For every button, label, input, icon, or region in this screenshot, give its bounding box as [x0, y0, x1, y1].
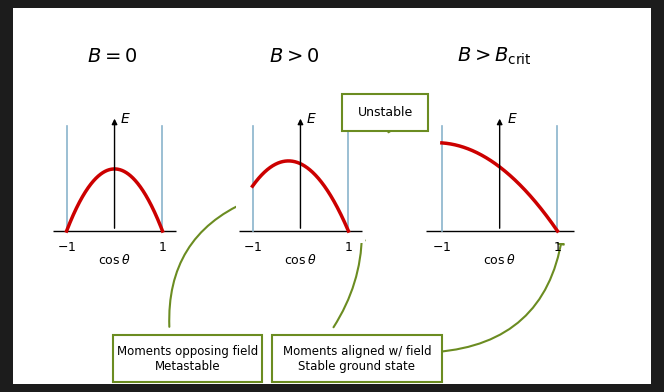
Text: $1$: $1$: [344, 241, 353, 254]
Text: $1$: $1$: [553, 241, 562, 254]
Text: $B > B_{\mathrm{crit}}$: $B > B_{\mathrm{crit}}$: [457, 46, 532, 67]
Text: Unstable: Unstable: [357, 106, 413, 119]
Text: $B > 0$: $B > 0$: [269, 47, 319, 66]
Text: $\cos\theta$: $\cos\theta$: [284, 253, 317, 267]
Text: $-1$: $-1$: [57, 241, 76, 254]
Text: Moments aligned w/ field
Stable ground state: Moments aligned w/ field Stable ground s…: [283, 345, 431, 373]
Text: $B = 0$: $B = 0$: [87, 47, 137, 66]
Text: Moments opposing field
Metastable: Moments opposing field Metastable: [117, 345, 258, 373]
Text: $E$: $E$: [507, 112, 517, 126]
Text: $\cos\theta$: $\cos\theta$: [98, 253, 131, 267]
Text: $\cos\theta$: $\cos\theta$: [483, 253, 516, 267]
Text: $-1$: $-1$: [432, 241, 452, 254]
Text: $E$: $E$: [306, 112, 317, 126]
Text: $-1$: $-1$: [243, 241, 262, 254]
Text: $1$: $1$: [158, 241, 167, 254]
Text: $E$: $E$: [120, 112, 131, 126]
